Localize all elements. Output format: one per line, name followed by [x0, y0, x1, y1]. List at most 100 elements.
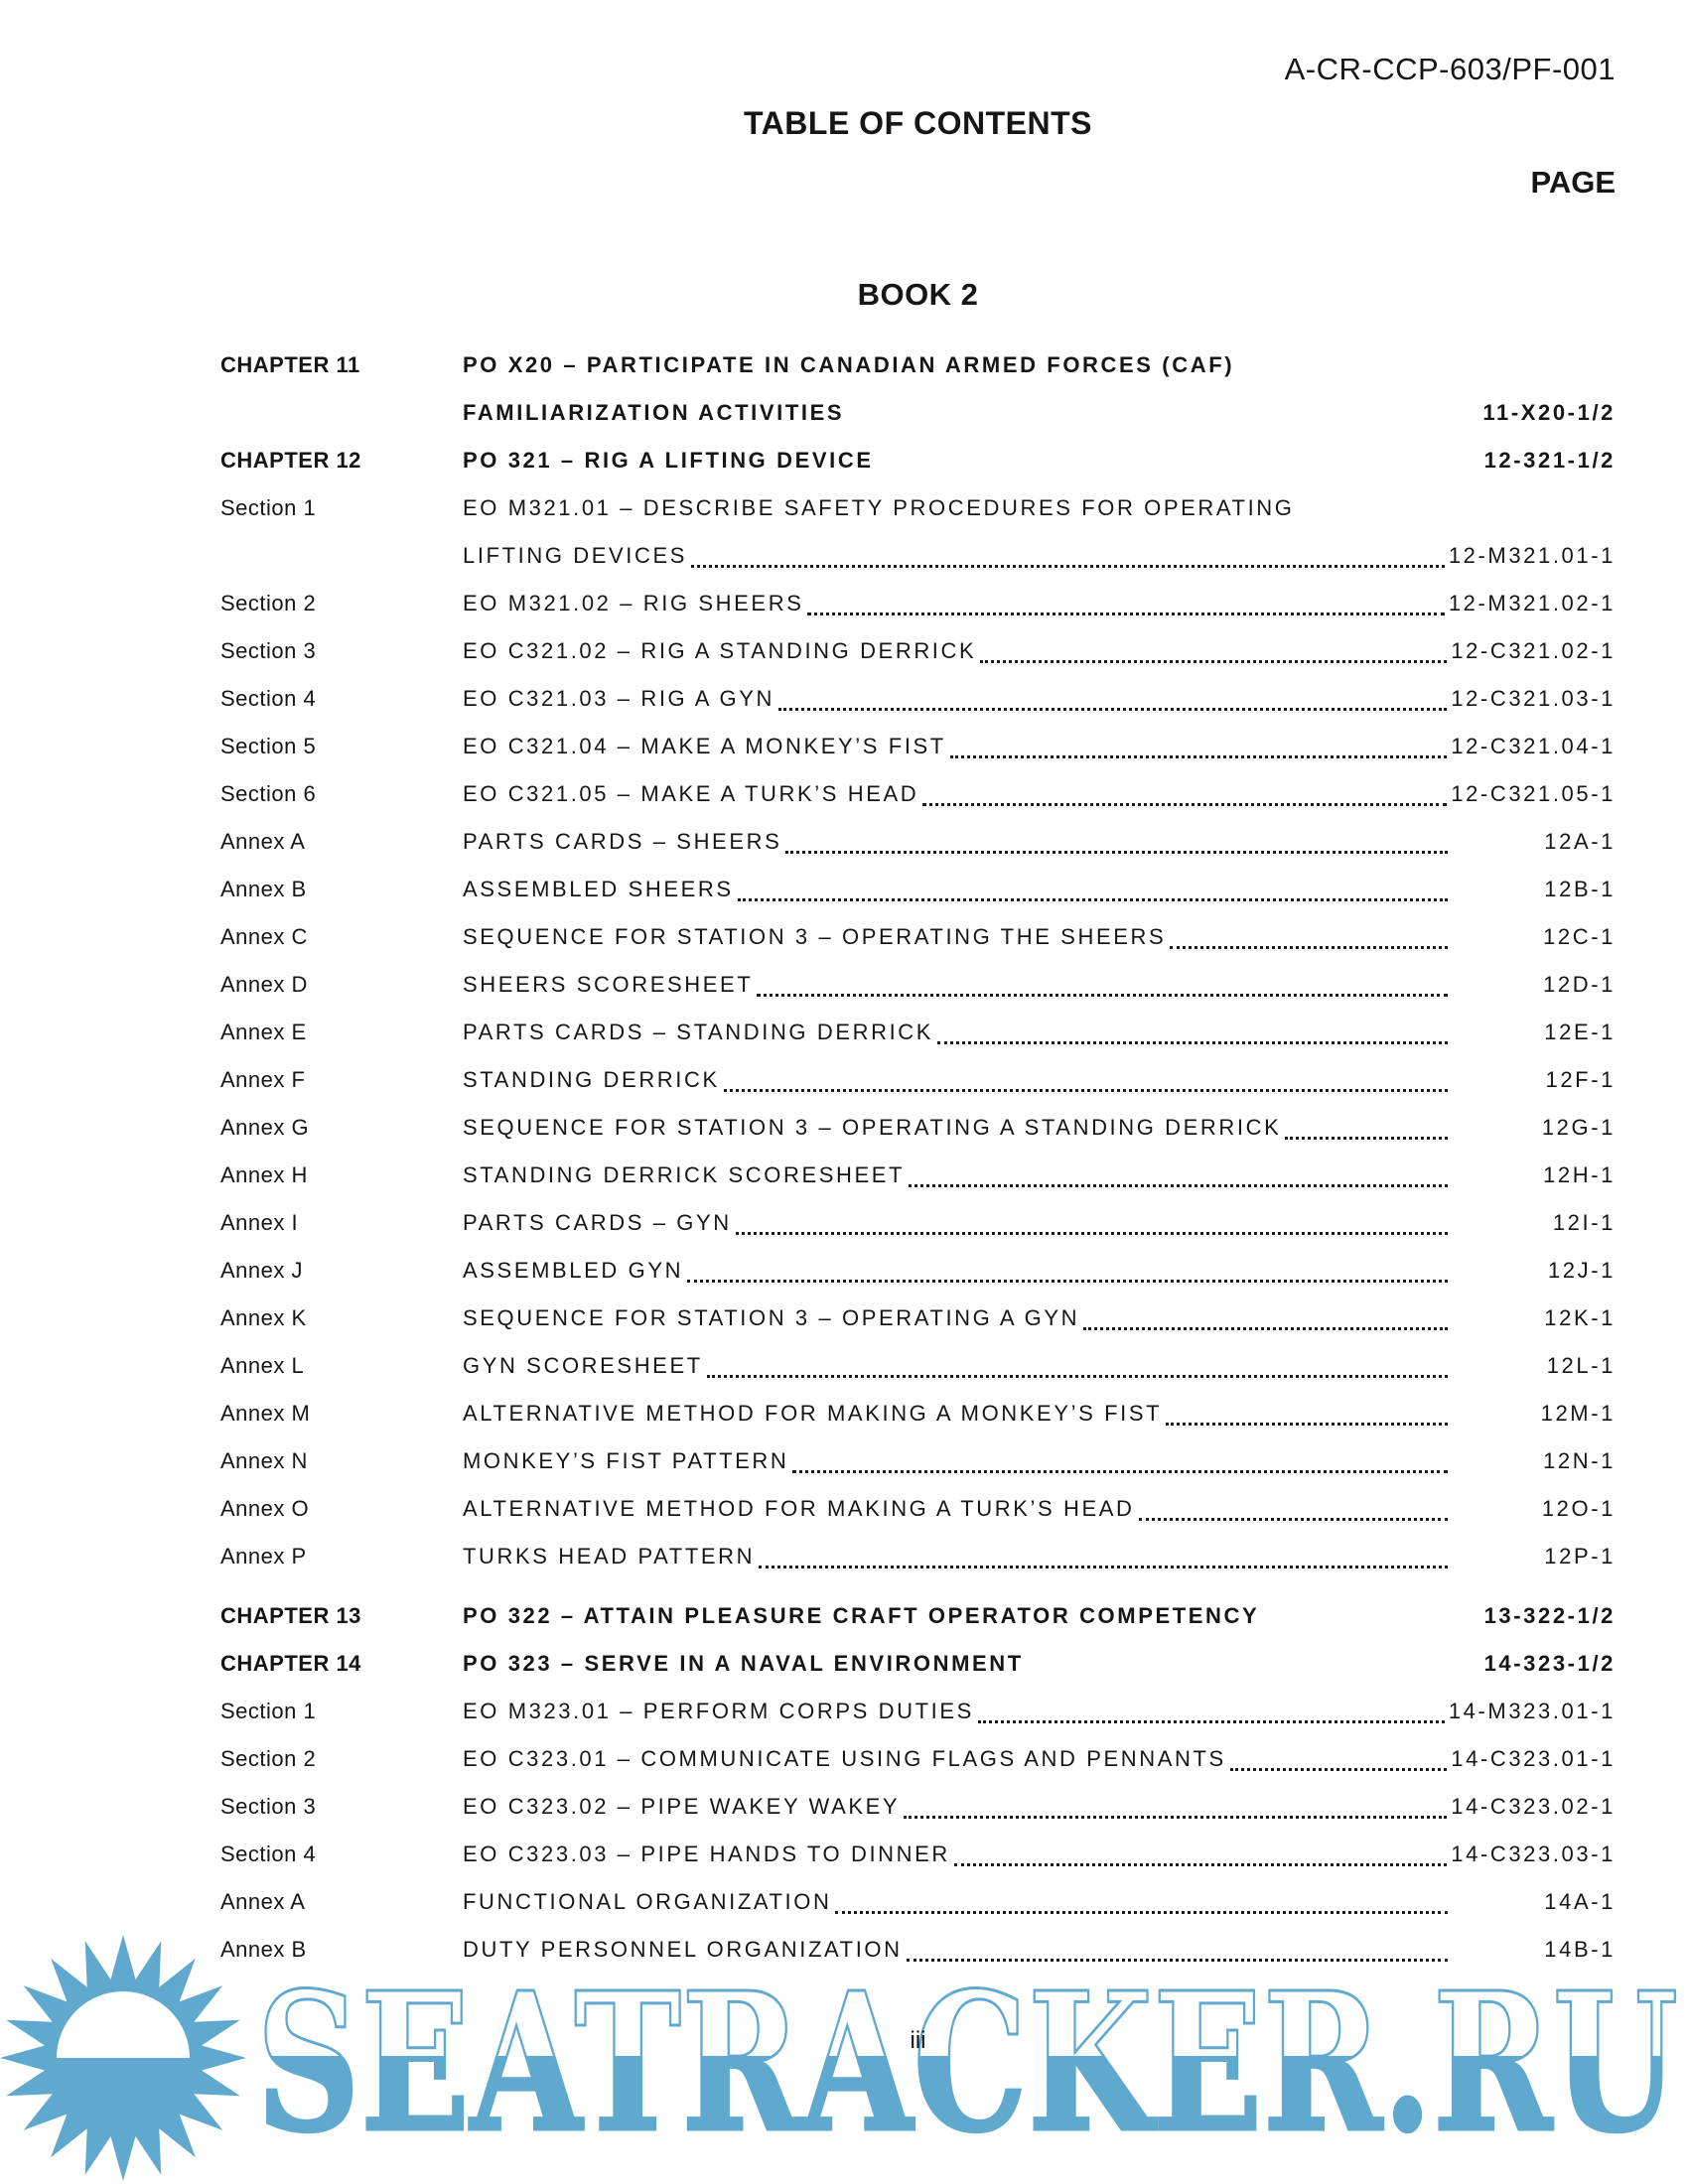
dot-leader: [1229, 1768, 1448, 1771]
toc-entry-text: FAMILIARIZATION ACTIVITIES: [463, 400, 845, 425]
toc-entry-label: Annex I: [220, 1210, 299, 1235]
toc-entry-title: ALTERNATIVE METHOD FOR MAKING A MONKEY’S…: [463, 1390, 1616, 1437]
toc-entry-title: SEQUENCE FOR STATION 3 – OPERATING A STA…: [463, 1104, 1616, 1152]
toc-entry-label: Annex C: [220, 924, 308, 949]
toc-row: Section 4 EO C323.03 – PIPE HANDS TO DIN…: [220, 1831, 1616, 1878]
dot-leader: [785, 851, 1448, 854]
toc-entry-page-number: 12L-1: [1546, 1353, 1616, 1378]
doc-reference: A-CR-CCP-603/PF-001: [1284, 52, 1616, 86]
toc-row: Annex J ASSEMBLED GYN 12J-1: [220, 1247, 1616, 1295]
toc-entry-page-number: 13-322-1/2: [1483, 1603, 1616, 1628]
toc-row: Section 1 EO M321.01 – DESCRIBE SAFETY P…: [220, 484, 1616, 580]
toc-entry-page-number: 12M-1: [1540, 1401, 1616, 1426]
toc-entry-label: Section 3: [220, 1794, 317, 1819]
dot-leader: [757, 994, 1448, 997]
toc-entry-label: Annex H: [220, 1162, 308, 1187]
toc-entry-text: EO C323.02 – PIPE WAKEY WAKEY: [463, 1794, 901, 1819]
toc-entry-page-number: 14-C323.02-1: [1451, 1794, 1616, 1819]
toc-entry-label: Annex O: [220, 1496, 310, 1521]
toc-entry-text: EO M321.01 – DESCRIBE SAFETY PROCEDURES …: [463, 495, 1295, 520]
toc-entry-title: PARTS CARDS – GYN 12I-1: [463, 1199, 1616, 1247]
toc-entry-page-number: 12-C321.02-1: [1451, 638, 1616, 663]
toc-entry-title: EO M323.01 – PERFORM CORPS DUTIES 14-M323…: [463, 1688, 1616, 1735]
sun-dome-icon: [57, 1991, 190, 2058]
toc-entry-text: PARTS CARDS – STANDING DERRICK: [463, 1020, 934, 1044]
toc-entry-text: EO C321.05 – MAKE A TURK’S HEAD: [463, 781, 919, 806]
toc-entry-text: PARTS CARDS – GYN: [463, 1210, 732, 1235]
toc-entry-page-number: 12I-1: [1552, 1210, 1616, 1235]
toc-entry-title: STANDING DERRICK SCORESHEET 12H-1: [463, 1152, 1616, 1199]
toc-entry-title: EO C321.05 – MAKE A TURK’S HEAD 12-C321.0…: [463, 770, 1616, 818]
toc-entry-label: Annex B: [220, 1937, 307, 1962]
toc-entry-title: TURKS HEAD PATTERN 12P-1: [463, 1533, 1616, 1580]
toc-entry-text: EO C323.03 – PIPE HANDS TO DINNER: [463, 1842, 950, 1866]
dot-leader: [1285, 1137, 1448, 1140]
toc-row: Section 4 EO C321.03 – RIG A GYN 12-C321.…: [220, 675, 1616, 723]
toc-entry-label: Section 4: [220, 1842, 317, 1866]
toc-entry-label: Annex B: [220, 877, 307, 901]
toc-entry-label: Annex E: [220, 1020, 307, 1044]
toc-row: Section 6 EO C321.05 – MAKE A TURK’S HEA…: [220, 770, 1616, 818]
toc-entry-page-number: 12K-1: [1544, 1305, 1616, 1330]
toc-entry-label: Annex D: [220, 972, 308, 997]
toc-entry-text: ASSEMBLED GYN: [463, 1258, 684, 1283]
dot-leader: [723, 1089, 1448, 1092]
toc-row: Annex A FUNCTIONAL ORGANIZATION 14A-1: [220, 1878, 1616, 1926]
toc-entry-text: PO 322 – ATTAIN PLEASURE CRAFT OPERATOR …: [463, 1603, 1260, 1628]
toc-entry-text: SEQUENCE FOR STATION 3 – OPERATING THE S…: [463, 924, 1167, 949]
toc-entry-page-number: 14A-1: [1544, 1889, 1616, 1914]
toc-entry-label: Annex N: [220, 1448, 308, 1473]
toc-entry-label: Annex J: [220, 1258, 303, 1283]
toc-entry-title: EO C323.03 – PIPE HANDS TO DINNER 14-C323…: [463, 1831, 1616, 1878]
dot-leader: [737, 898, 1448, 901]
toc-row: Annex F STANDING DERRICK 12F-1: [220, 1056, 1616, 1104]
toc-entry-text: FUNCTIONAL ORGANIZATION: [463, 1889, 832, 1914]
toc-entry-text: SEQUENCE FOR STATION 3 – OPERATING A GYN: [463, 1305, 1080, 1330]
toc-entry-title: ASSEMBLED GYN 12J-1: [463, 1247, 1616, 1295]
toc-entry-page-number: 12-M321.01-1: [1448, 543, 1616, 568]
toc-entry-text: EO C321.03 – RIG A GYN: [463, 686, 774, 711]
toc-entry-title: PO X20 – PARTICIPATE IN CANADIAN ARMED F…: [463, 341, 1616, 437]
toc-entry-title: ALTERNATIVE METHOD FOR MAKING A TURK’S H…: [463, 1485, 1616, 1533]
book-heading: BOOK 2: [857, 277, 979, 312]
toc-entry-page-number: 11-X20-1/2: [1482, 400, 1616, 425]
toc-entry-label: CHAPTER 11: [220, 352, 360, 377]
toc-entry-text: SEQUENCE FOR STATION 3 – OPERATING A STA…: [463, 1115, 1282, 1140]
toc-entry-page-number: 12-C321.05-1: [1451, 781, 1616, 806]
toc-row: Annex D SHEERS SCORESHEET 12D-1: [220, 961, 1616, 1009]
toc-row: Annex N MONKEY’S FIST PATTERN 12N-1: [220, 1437, 1616, 1485]
toc-entry-title: PO 323 – SERVE IN A NAVAL ENVIRONMENT 14-…: [463, 1640, 1616, 1688]
dot-leader: [1170, 946, 1448, 949]
toc-row: Section 2 EO C323.01 – COMMUNICATE USING…: [220, 1735, 1616, 1783]
toc-row: CHAPTER 12 PO 321 – RIG A LIFTING DEVICE…: [220, 437, 1616, 484]
toc-row: Section 1 EO M323.01 – PERFORM CORPS DUT…: [220, 1688, 1616, 1735]
dot-leader: [1166, 1423, 1448, 1426]
toc-entry-page-number: 12H-1: [1543, 1162, 1616, 1187]
toc-row: Annex C SEQUENCE FOR STATION 3 – OPERATI…: [220, 913, 1616, 961]
dot-leader: [735, 1232, 1448, 1235]
toc-row: Annex B DUTY PERSONNEL ORGANIZATION 14B-1: [220, 1926, 1616, 1974]
dot-leader: [807, 613, 1445, 615]
toc-entry-label: Section 4: [220, 686, 317, 711]
toc-entry-page-number: 12-C321.04-1: [1451, 734, 1616, 758]
toc-entry-label: Annex L: [220, 1353, 305, 1378]
dot-leader: [835, 1911, 1448, 1914]
toc-entry-text: ALTERNATIVE METHOD FOR MAKING A MONKEY’S…: [463, 1401, 1163, 1426]
dot-leader: [922, 803, 1448, 806]
toc-entry-title: STANDING DERRICK 12F-1: [463, 1056, 1616, 1104]
toc-entry-page-number: 12E-1: [1544, 1020, 1616, 1044]
toc-row: Annex I PARTS CARDS – GYN 12I-1: [220, 1199, 1616, 1247]
toc-entry-title: PARTS CARDS – SHEERS 12A-1: [463, 818, 1616, 866]
toc-entry-text: ALTERNATIVE METHOD FOR MAKING A TURK’S H…: [463, 1496, 1135, 1521]
toc-entry-label: Annex A: [220, 829, 306, 854]
dot-leader: [706, 1375, 1448, 1378]
toc-entry-title: FUNCTIONAL ORGANIZATION 14A-1: [463, 1878, 1616, 1926]
toc-entry-text: STANDING DERRICK SCORESHEET: [463, 1162, 906, 1187]
toc-row: CHAPTER 11 PO X20 – PARTICIPATE IN CANAD…: [220, 341, 1616, 437]
toc-row: CHAPTER 14 PO 323 – SERVE IN A NAVAL ENV…: [220, 1640, 1616, 1688]
toc-entry-page-number: 14-C323.03-1: [1451, 1842, 1616, 1866]
toc-entry-page-number: 14-323-1/2: [1483, 1651, 1616, 1676]
toc-row: Section 3 EO C321.02 – RIG A STANDING DE…: [220, 627, 1616, 675]
toc-row: Annex L GYN SCORESHEET 12L-1: [220, 1342, 1616, 1390]
